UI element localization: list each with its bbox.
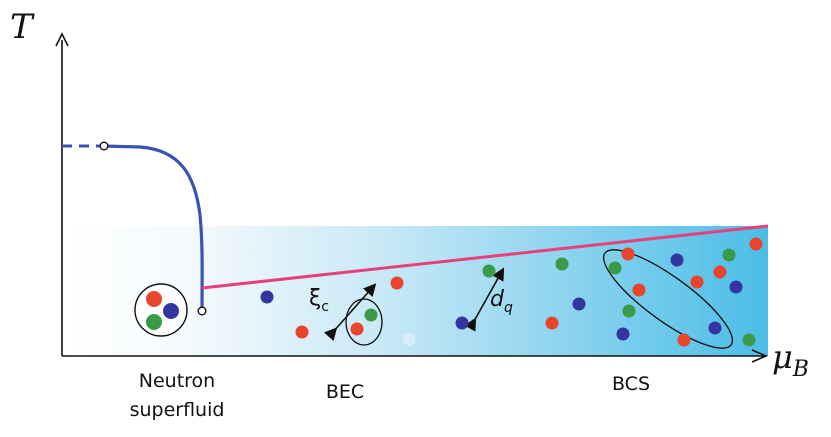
particle-blue [708,321,722,335]
transition-line [201,224,769,290]
particle-red [713,265,727,279]
particle-red [690,275,704,289]
particle-blue [670,253,684,267]
particle-green [722,248,736,262]
y-axis-label: T [10,7,35,47]
critical-curve [103,144,204,312]
y-axis-arrow-icon [55,32,69,47]
particle-red [390,276,404,290]
curve-endpoint-top [99,141,109,151]
particle-faint [402,332,416,346]
bec-label: BEC [326,381,364,403]
particle-green [622,304,636,318]
neutron-superfluid-label-line2: superfluid [130,399,225,421]
particle-green [608,261,622,275]
particle-red [545,316,559,330]
particle-red [621,247,635,261]
d-q-label: dq [490,287,513,316]
particle-red [632,283,646,297]
curve-endpoint-bottom [197,306,207,316]
particle-green [364,308,378,322]
x-axis-arrow-icon [751,349,769,363]
particle-blue [729,280,743,294]
particle-green [555,257,569,271]
particles [260,237,763,347]
particle-blue [260,290,274,304]
dq-arrow [464,267,505,332]
xi-arrow [323,283,377,342]
particle-red [677,333,691,347]
particle-red [749,237,763,251]
cooper-pair-ellipse [602,249,734,349]
particle-blue [572,297,586,311]
neutron-icon [134,283,188,337]
particle-green [742,333,756,347]
particle-red [350,322,364,336]
x-axis-label-subscript: B [792,357,809,382]
particle-blue [455,316,469,330]
bcs-label: BCS [612,373,650,395]
particle-red [295,325,309,339]
x-axis-label: μB [772,338,809,382]
xi-c-label: ξc [309,286,329,315]
neutron-superfluid-label-line1: Neutron [139,370,215,392]
particle-blue [616,327,630,341]
particle-green [482,264,496,278]
